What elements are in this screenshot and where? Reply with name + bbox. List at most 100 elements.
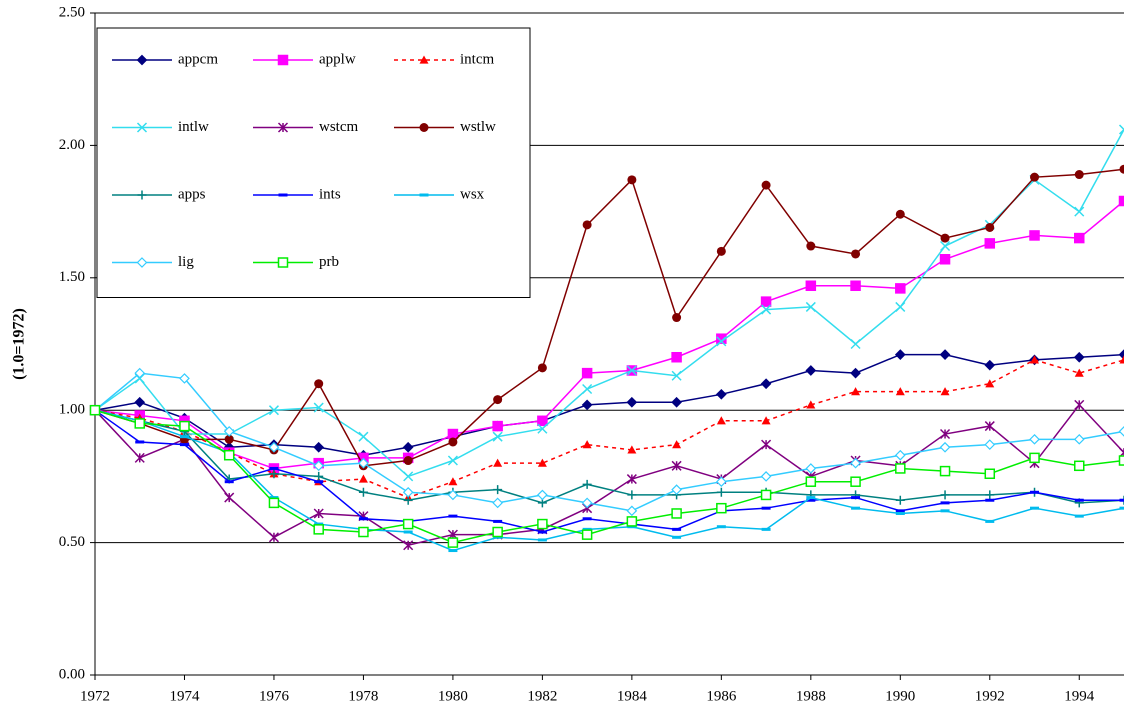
y-tick-label: 1.00 [59,402,85,418]
marker [939,465,951,477]
marker [1074,498,1084,502]
marker [895,495,905,505]
marker [1118,124,1124,135]
marker [940,233,950,243]
marker [627,175,637,185]
marker [671,460,682,471]
marker [493,519,503,523]
marker [313,524,324,535]
series [89,404,1124,548]
marker [313,402,324,413]
marker [851,387,861,396]
marker [582,517,592,521]
legend-marker [277,54,289,66]
marker [985,490,995,500]
marker [179,420,190,432]
marker [984,359,996,371]
marker [314,522,324,526]
marker [1073,433,1085,445]
marker [314,480,324,484]
marker [269,469,279,479]
marker [537,518,548,530]
series-line [94,168,1124,467]
marker [985,222,995,232]
marker [985,519,995,523]
x-tick-label: 1972 [80,688,110,704]
marker [1029,452,1040,464]
marker [314,379,324,389]
marker [672,440,682,449]
marker [850,476,861,487]
marker [403,471,414,482]
marker [805,365,817,376]
series [89,367,1124,517]
marker [671,396,682,408]
series-line [94,372,1124,512]
marker [1074,460,1085,472]
marker [1118,426,1124,437]
marker [940,509,950,513]
marker [358,517,368,521]
marker [492,497,504,509]
x-tick-label: 1976 [259,688,290,704]
marker [1074,206,1085,217]
series-line [94,129,1124,478]
legend-label: ints [319,186,341,202]
marker [358,474,368,483]
legend-label: apps [178,186,206,202]
marker [939,441,951,453]
marker [627,525,637,529]
marker [895,511,905,515]
marker [716,416,726,425]
marker [850,367,861,379]
y-tick-label: 2.50 [59,4,85,20]
marker [850,280,861,291]
marker [581,367,593,379]
marker [269,496,279,500]
marker [1074,399,1085,410]
marker [582,479,592,489]
marker [760,296,772,307]
marker [671,370,682,381]
legend-label: intlw [178,119,209,135]
marker [761,439,772,450]
legend-marker [136,257,148,268]
marker [358,431,369,442]
x-tick-label: 1974 [169,688,200,704]
legend-label: wsx [460,186,485,202]
marker [224,434,234,444]
legend-marker [278,193,288,197]
marker [358,487,368,497]
marker [581,529,593,540]
marker [939,254,951,265]
marker [582,220,592,230]
y-axis-label: (1.0=1972) [11,308,28,380]
marker [582,383,593,395]
marker [895,301,906,312]
legend-marker [419,55,429,64]
legend-marker [277,257,289,268]
x-tick-label: 1992 [975,688,1005,704]
marker [760,471,772,482]
marker [985,498,995,502]
y-tick-label: 0.00 [59,666,85,682]
marker [223,449,235,461]
legend-label: prb [319,254,339,270]
marker [1030,355,1040,364]
marker [581,399,593,411]
marker [448,514,458,518]
marker [850,457,861,469]
series-line [94,353,1124,456]
marker [537,423,548,434]
marker [626,396,638,408]
marker [224,492,235,503]
marker [627,490,637,500]
marker [581,497,593,509]
marker [761,416,771,425]
marker [940,387,950,396]
marker [447,537,459,548]
marker [537,415,548,427]
marker [402,486,414,498]
marker [492,431,503,442]
